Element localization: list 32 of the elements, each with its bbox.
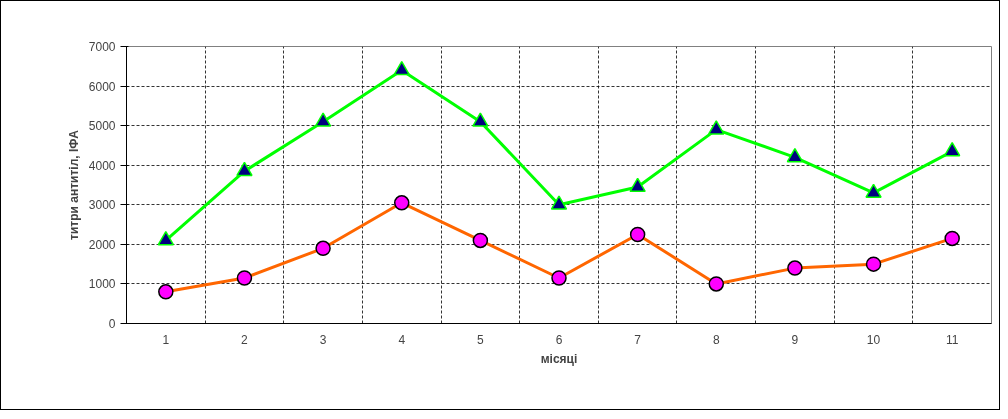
y-tick-label: 4000 (88, 158, 116, 173)
point (314, 112, 332, 127)
y-axis-title: титри антитіл, ІФА (66, 129, 81, 240)
x-tick-label: 5 (477, 332, 485, 347)
point (629, 177, 646, 193)
x-tick-label: 2 (241, 332, 249, 347)
y-tick-label: 0 (108, 317, 116, 331)
point (393, 60, 410, 76)
point (708, 120, 725, 135)
x-tick-label: 10 (866, 332, 881, 347)
y-tick-label: 3000 (88, 198, 116, 213)
x-tick-label: 1 (162, 332, 170, 347)
y-tick-label: 2000 (88, 237, 116, 252)
x-tick-label: 6 (555, 332, 563, 347)
point (943, 141, 961, 157)
x-tick-label: 11 (945, 332, 959, 347)
x-tick-label: 8 (712, 332, 720, 347)
x-tick-label: 4 (398, 332, 406, 347)
point (865, 183, 882, 198)
point (157, 230, 175, 246)
point (236, 161, 253, 177)
x-tick-label: 9 (791, 332, 799, 347)
y-tick-label: 5000 (88, 119, 116, 134)
point (786, 147, 804, 163)
y-tick-label: 6000 (88, 79, 116, 94)
point (550, 195, 568, 210)
x-tick-label: 3 (319, 332, 327, 347)
x-tick-label: 7 (634, 332, 642, 347)
x-axis-title: місяці (540, 351, 578, 366)
y-tick-label: 7000 (88, 40, 116, 54)
point (472, 112, 489, 127)
y-tick-label: 1000 (88, 277, 116, 292)
